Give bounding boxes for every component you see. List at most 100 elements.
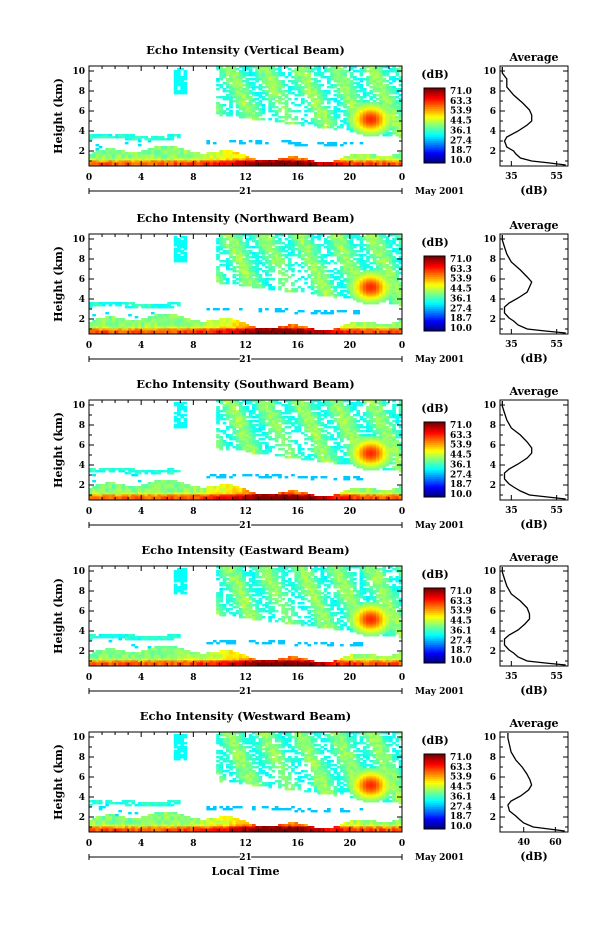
heatmap-cell	[177, 404, 181, 407]
heatmap-cell	[304, 332, 308, 335]
heatmap-cell	[209, 486, 214, 489]
heatmap-cell	[313, 272, 318, 275]
heatmap-cell	[349, 270, 354, 273]
heatmap-cell	[300, 288, 305, 291]
heatmap-cell	[278, 72, 282, 75]
heatmap-cell	[209, 488, 214, 491]
heatmap-cell	[353, 130, 357, 133]
heatmap-cell	[388, 92, 393, 95]
heatmap-cell	[105, 328, 109, 331]
heatmap-cell	[258, 246, 263, 249]
heatmap-cell	[392, 90, 396, 93]
heatmap-cell	[229, 250, 233, 253]
heatmap-cell	[160, 162, 165, 165]
heatmap-cell	[245, 90, 250, 93]
heatmap-cell	[183, 244, 188, 247]
heatmap-cell	[98, 498, 103, 501]
heatmap-cell	[131, 326, 136, 329]
heatmap-cell	[150, 320, 155, 323]
heatmap-cell	[232, 474, 237, 477]
heatmap-cell	[219, 446, 224, 449]
heatmap-cell	[229, 486, 233, 489]
heatmap-cell	[307, 90, 312, 93]
heatmap-cell	[398, 242, 403, 245]
heatmap-cell	[258, 112, 263, 115]
heatmap-cell	[294, 98, 299, 101]
heatmap-cell	[248, 234, 253, 237]
heatmap-cell	[115, 486, 119, 489]
heatmap-cell	[245, 278, 250, 281]
heatmap-cell	[229, 324, 233, 327]
heatmap-cell	[229, 242, 233, 245]
heatmap-cell	[379, 92, 383, 95]
heatmap-cell	[395, 294, 400, 297]
heatmap-cell	[177, 90, 181, 93]
heatmap-cell	[310, 88, 315, 91]
heatmap-cell	[265, 308, 269, 311]
heatmap-cell	[160, 332, 165, 335]
heatmap-cell	[219, 488, 224, 491]
average-x-tick-label: 35	[505, 340, 518, 350]
heatmap-cell	[375, 70, 380, 73]
heatmap-cell	[89, 324, 93, 327]
heatmap-cell	[141, 486, 145, 489]
heatmap-cell	[92, 314, 96, 317]
x-tick-label: 0	[86, 341, 92, 351]
heatmap-cell	[180, 260, 184, 263]
heatmap-cell	[190, 152, 194, 155]
heatmap-cell	[173, 88, 178, 91]
heatmap-cell	[271, 82, 276, 85]
heatmap-cell	[304, 236, 308, 239]
heatmap-cell	[340, 284, 344, 287]
heatmap-cell	[258, 114, 263, 117]
heatmap-cell	[330, 242, 334, 245]
heatmap-cell	[336, 70, 341, 73]
heatmap-cell	[304, 84, 308, 87]
heatmap-cell	[111, 322, 116, 325]
heatmap-cell	[115, 498, 119, 501]
heatmap-cell	[255, 116, 259, 119]
heatmap-cell	[333, 106, 338, 109]
heatmap-cell	[333, 84, 338, 87]
heatmap-cell	[235, 322, 240, 325]
heatmap-cell	[382, 260, 387, 263]
colorbar-swatch	[424, 159, 445, 162]
heatmap-cell	[379, 288, 383, 291]
heatmap-cell	[238, 76, 243, 79]
heatmap-cell	[235, 256, 240, 259]
heatmap-cell	[144, 324, 149, 327]
heatmap-cell	[95, 160, 100, 163]
heatmap-cell	[369, 240, 374, 243]
heatmap-cell	[111, 484, 116, 487]
heatmap-cell	[375, 302, 380, 305]
heatmap-cell	[353, 282, 357, 285]
heatmap-cell	[147, 320, 152, 323]
heatmap-cell	[287, 72, 292, 75]
heatmap-cell	[258, 104, 263, 107]
heatmap-cell	[382, 102, 387, 105]
heatmap-cell	[343, 280, 347, 283]
heatmap-cell	[375, 246, 380, 249]
heatmap-cell	[265, 236, 269, 239]
heatmap-cell	[375, 86, 380, 89]
heatmap-cell	[310, 94, 315, 97]
heatmap-cell	[369, 130, 374, 133]
heatmap-cell	[340, 74, 344, 77]
colorbar	[423, 255, 446, 332]
heatmap-cell	[180, 402, 184, 405]
heatmap-cell	[379, 266, 383, 269]
heatmap-cell	[160, 470, 165, 473]
heatmap-cell	[327, 244, 331, 247]
heatmap-cell	[196, 326, 201, 329]
heatmap-cell	[388, 114, 393, 117]
heatmap-cell	[177, 250, 181, 253]
heatmap-cell	[124, 306, 129, 309]
heatmap-cell	[291, 274, 295, 277]
heatmap-cell	[300, 244, 305, 247]
heatmap-cell	[327, 106, 331, 109]
heatmap-cell	[343, 156, 347, 159]
heatmap-cell	[252, 274, 256, 277]
heatmap-cell	[392, 256, 396, 259]
heatmap-cell	[366, 292, 370, 295]
heatmap-cell	[375, 160, 380, 163]
